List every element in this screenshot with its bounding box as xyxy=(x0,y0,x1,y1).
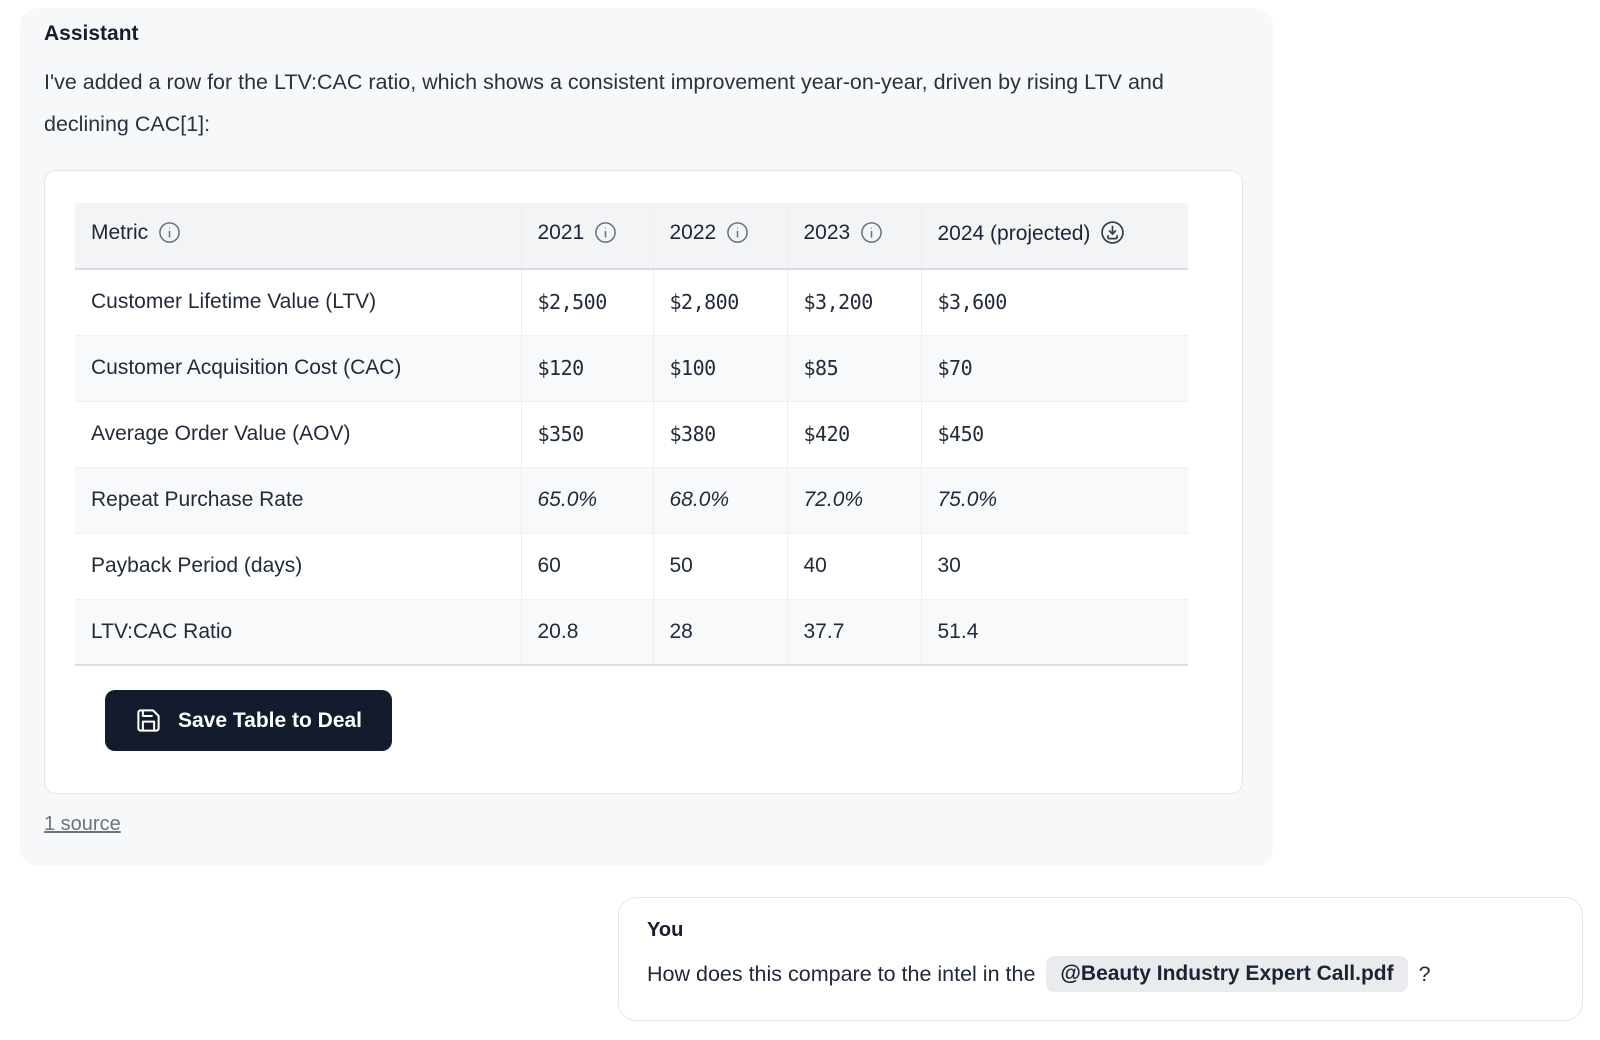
table-row: Payback Period (days) 60 50 40 30 xyxy=(75,533,1188,600)
metrics-table: Metric 2021 2022 2023 2024 (projected) Custo… xyxy=(75,203,1188,666)
value-cell: $100 xyxy=(652,335,787,402)
table-row: Repeat Purchase Rate 65.0% 68.0% 72.0% 75.0% xyxy=(75,467,1188,534)
metric-cell: Customer Acquisition Cost (CAC) xyxy=(75,335,521,402)
metric-cell: LTV:CAC Ratio xyxy=(75,599,521,666)
info-icon[interactable] xyxy=(594,221,617,250)
user-message-prefix: How does this compare to the intel in th… xyxy=(647,961,1036,986)
attachment-chip[interactable]: @Beauty Industry Expert Call.pdf xyxy=(1046,956,1408,992)
user-message-card: You How does this compare to the intel i… xyxy=(618,897,1583,1021)
assistant-message-card: Assistant I've added a row for the LTV:C… xyxy=(20,8,1273,866)
value-cell: $2,800 xyxy=(652,269,787,336)
value-cell: $70 xyxy=(920,335,1188,402)
assistant-message-text: I've added a row for the LTV:CAC ratio, … xyxy=(44,70,1164,136)
info-icon[interactable] xyxy=(726,221,749,250)
value-cell: 51.4 xyxy=(920,599,1188,666)
column-header-2023: 2023 xyxy=(786,203,921,270)
table-row: LTV:CAC Ratio 20.8 28 37.7 51.4 xyxy=(75,599,1188,666)
download-icon[interactable] xyxy=(1100,220,1125,251)
save-table-to-deal-button[interactable]: Save Table to Deal xyxy=(105,690,393,751)
value-cell: 68.0% xyxy=(652,467,787,534)
value-cell: $350 xyxy=(520,401,653,468)
value-cell: 50 xyxy=(652,533,787,600)
column-header-label: 2023 xyxy=(803,221,851,244)
floppy-disk-icon xyxy=(135,707,162,734)
value-cell: $420 xyxy=(786,401,921,468)
value-cell: $85 xyxy=(786,335,921,402)
value-cell: 37.7 xyxy=(786,599,921,666)
value-cell: $450 xyxy=(920,401,1188,468)
value-cell: $3,600 xyxy=(920,269,1188,336)
value-cell: 65.0% xyxy=(520,467,653,534)
table-row: Customer Lifetime Value (LTV) $2,500 $2,80… xyxy=(75,269,1188,336)
save-button-label: Save Table to Deal xyxy=(178,708,363,732)
table-row: Customer Acquisition Cost (CAC) $120 $100 $… xyxy=(75,335,1188,402)
value-cell: 28 xyxy=(652,599,787,666)
column-header-label: 2021 xyxy=(537,221,585,244)
column-header-2024-projected: 2024 (projected) xyxy=(920,203,1188,270)
value-cell: $3,200 xyxy=(786,269,921,336)
table-row: Average Order Value (AOV) $350 $380 $420 $45… xyxy=(75,401,1188,468)
column-header-label: 2022 xyxy=(669,221,717,244)
column-header-2022: 2022 xyxy=(652,203,787,270)
value-cell: 60 xyxy=(520,533,653,600)
info-icon[interactable] xyxy=(158,221,181,250)
value-cell: $380 xyxy=(652,401,787,468)
user-message-suffix: ? xyxy=(1418,961,1431,986)
column-header-label: 2024 (projected) xyxy=(937,222,1091,245)
metric-cell: Average Order Value (AOV) xyxy=(75,401,521,468)
value-cell: 40 xyxy=(786,533,921,600)
metric-cell: Repeat Purchase Rate xyxy=(75,467,521,534)
value-cell: $120 xyxy=(520,335,653,402)
value-cell: 75.0% xyxy=(920,467,1188,534)
table-body: Customer Lifetime Value (LTV) $2,500 $2,80… xyxy=(75,269,1188,666)
value-cell: 72.0% xyxy=(786,467,921,534)
info-icon[interactable] xyxy=(860,221,883,250)
assistant-role-label: Assistant xyxy=(44,22,139,45)
table-header-row: Metric 2021 2022 2023 2024 (projected) xyxy=(75,203,1188,270)
column-header-label: Metric xyxy=(91,221,149,244)
sources-link[interactable]: 1 source xyxy=(44,813,121,835)
column-header-metric: Metric xyxy=(75,203,521,270)
metric-cell: Customer Lifetime Value (LTV) xyxy=(75,269,521,336)
value-cell: $2,500 xyxy=(520,269,653,336)
metric-cell: Payback Period (days) xyxy=(75,533,521,600)
value-cell: 20.8 xyxy=(520,599,653,666)
user-role-label: You xyxy=(647,919,684,941)
user-message-text: How does this compare to the intel in th… xyxy=(647,956,1554,992)
column-header-2021: 2021 xyxy=(520,203,653,270)
metrics-table-card: Metric 2021 2022 2023 2024 (projected) Custo… xyxy=(44,170,1243,794)
value-cell: 30 xyxy=(920,533,1188,600)
